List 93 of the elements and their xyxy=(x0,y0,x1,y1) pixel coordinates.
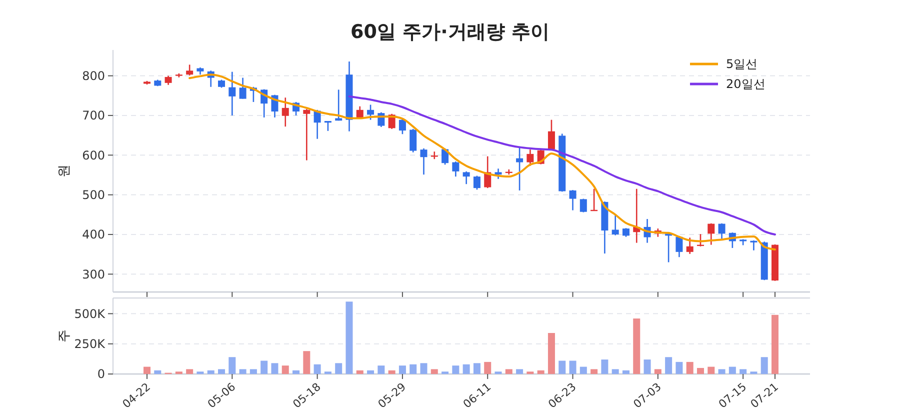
bar xyxy=(207,370,214,374)
candlestick xyxy=(228,71,236,116)
bar xyxy=(612,369,619,374)
bar xyxy=(271,363,278,374)
bar xyxy=(228,357,236,374)
bar xyxy=(686,362,694,374)
bar xyxy=(250,369,257,374)
bar xyxy=(665,357,672,374)
bar xyxy=(346,302,353,374)
bar xyxy=(718,369,726,374)
candlestick xyxy=(473,175,480,190)
chart-title: 60일 주가·거래량 추이 xyxy=(350,21,550,43)
candlestick xyxy=(686,237,694,255)
bar xyxy=(388,370,396,374)
candlestick xyxy=(420,148,428,176)
bar xyxy=(356,370,364,374)
bar xyxy=(654,369,662,374)
y-tick-label: 500K xyxy=(74,306,106,321)
bar xyxy=(622,370,630,374)
bar xyxy=(590,369,598,374)
candlestick xyxy=(462,170,470,185)
bar xyxy=(484,362,492,374)
bar xyxy=(728,366,736,374)
bar xyxy=(367,370,374,374)
y-tick-label: 500 xyxy=(82,188,105,202)
candlestick xyxy=(718,222,726,240)
candlestick xyxy=(548,119,555,151)
bar xyxy=(537,370,544,374)
bar xyxy=(260,360,268,374)
y-tick-label: 250K xyxy=(74,337,106,352)
bar xyxy=(676,362,683,374)
candlestick xyxy=(239,77,246,100)
bar xyxy=(335,363,342,374)
candlestick xyxy=(398,118,406,135)
candlestick xyxy=(282,96,289,128)
bar xyxy=(154,370,162,374)
bar xyxy=(144,366,150,374)
candlestick xyxy=(335,89,342,122)
y-axis-title: 원 xyxy=(57,164,72,178)
bar xyxy=(505,369,512,374)
bar xyxy=(558,360,566,374)
candlestick xyxy=(569,189,576,211)
legend-label: 20일선 xyxy=(726,77,766,92)
bar xyxy=(430,369,438,374)
bar xyxy=(516,369,524,374)
bar xyxy=(633,318,640,374)
bar xyxy=(548,332,555,374)
y-tick-label: 400 xyxy=(82,228,105,242)
candlestick xyxy=(750,240,758,251)
bar xyxy=(473,363,480,374)
bar xyxy=(378,366,385,374)
line-series xyxy=(348,95,776,236)
y-tick-label: 800 xyxy=(82,68,105,83)
bar xyxy=(282,366,289,374)
bar xyxy=(760,357,768,374)
legend-label: 5일선 xyxy=(726,57,758,72)
candlestick xyxy=(410,128,417,154)
candlestick xyxy=(708,222,715,246)
bar xyxy=(580,366,587,374)
candlestick xyxy=(580,198,587,213)
y-tick-label: 700 xyxy=(82,108,105,123)
bar xyxy=(462,364,470,374)
bar xyxy=(218,369,226,374)
candlestick xyxy=(164,75,172,86)
y-axis-title: 주 xyxy=(57,330,72,342)
bar xyxy=(740,369,747,374)
bar xyxy=(314,364,321,374)
bar xyxy=(398,366,406,374)
bar xyxy=(569,360,576,374)
bar xyxy=(292,370,300,374)
candlestick xyxy=(612,214,619,236)
candlestick xyxy=(452,160,460,178)
bar xyxy=(452,366,460,374)
y-tick-label: 600 xyxy=(82,148,105,162)
bar xyxy=(186,369,194,374)
bar xyxy=(696,368,704,374)
y-tick-label: 300 xyxy=(82,267,105,282)
bar xyxy=(420,363,428,374)
candlestick xyxy=(516,146,524,192)
candlestick xyxy=(186,64,194,76)
bar xyxy=(644,360,651,374)
bar xyxy=(303,351,310,374)
bar xyxy=(239,369,246,374)
candlestick xyxy=(526,148,534,166)
candlestick xyxy=(303,108,310,161)
bar xyxy=(708,366,715,374)
candlestick xyxy=(324,120,332,132)
bar xyxy=(601,360,608,374)
candlestick xyxy=(367,104,374,120)
candlestick xyxy=(494,168,502,180)
y-tick-label: 0 xyxy=(97,367,105,382)
bar xyxy=(772,314,778,374)
bar xyxy=(410,364,417,374)
